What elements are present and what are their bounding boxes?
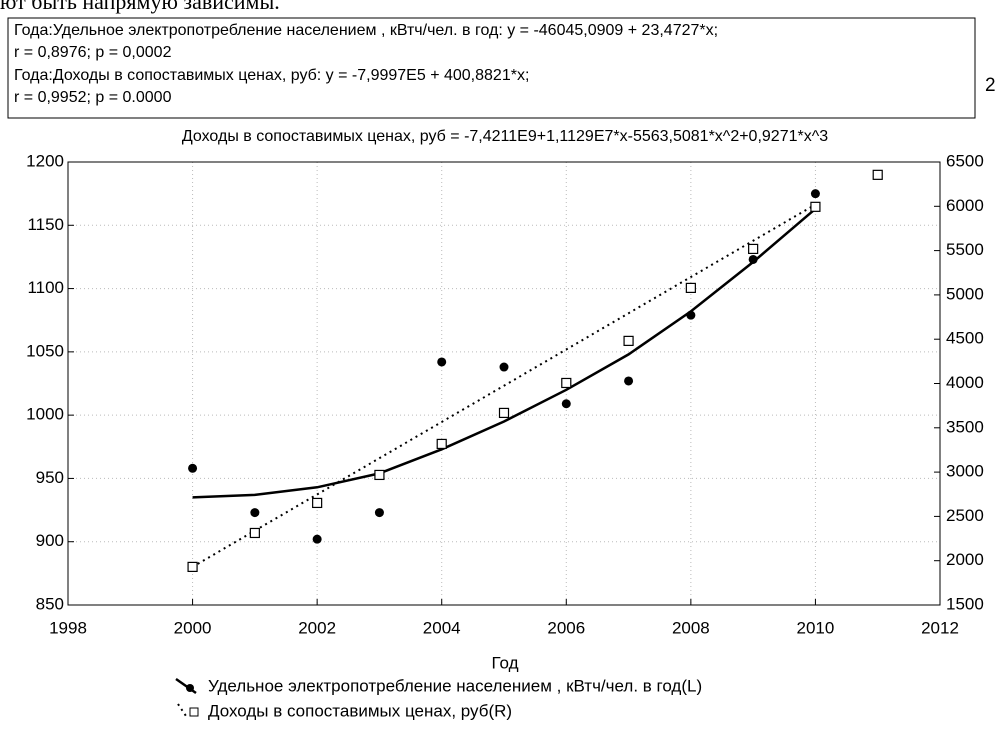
data-point bbox=[686, 310, 696, 320]
data-point bbox=[561, 377, 572, 389]
legend-symbol bbox=[189, 707, 199, 717]
page-fragment: ют быть напрямую зависимы. bbox=[0, 0, 280, 14]
chart-title: Доходы в сопоставимых ценах, руб = -7,42… bbox=[182, 128, 828, 145]
x-tick-label: 2000 bbox=[174, 618, 212, 637]
y2-tick-label: 3500 bbox=[946, 417, 984, 436]
data-point bbox=[872, 169, 883, 180]
y-tick-label: 1200 bbox=[26, 151, 64, 170]
data-point bbox=[374, 469, 385, 481]
equation-line: r = 0,8976; p = 0,0002 bbox=[14, 44, 172, 61]
y2-tick-label: 5000 bbox=[946, 284, 984, 303]
data-point bbox=[685, 282, 696, 294]
x-tick-label: 2002 bbox=[298, 618, 336, 637]
data-point bbox=[436, 438, 447, 450]
y2-tick-label: 6000 bbox=[946, 196, 984, 215]
legend-label: Доходы в сопоставимых ценах, руб(R) bbox=[208, 701, 512, 720]
y-tick-label: 1000 bbox=[26, 405, 64, 424]
fit-line bbox=[192, 207, 817, 499]
data-point bbox=[498, 407, 510, 419]
x-tick-label: 2012 bbox=[921, 618, 959, 637]
legend-symbol bbox=[186, 684, 194, 692]
x-tick-label: 2006 bbox=[547, 618, 585, 637]
y2-tick-label: 6500 bbox=[946, 151, 984, 170]
data-point bbox=[188, 463, 198, 473]
equation-line: Года:Доходы в сопоставимых ценах, руб: y… bbox=[14, 67, 529, 84]
data-point bbox=[374, 508, 384, 518]
data-point bbox=[437, 357, 447, 367]
data-point bbox=[810, 201, 821, 212]
legend-symbol bbox=[177, 703, 187, 717]
x-tick-label: 2004 bbox=[423, 618, 461, 637]
y-tick-label: 1050 bbox=[26, 341, 64, 360]
y2-tick-label: 3000 bbox=[946, 462, 984, 481]
y2-tick-label: 4500 bbox=[946, 329, 984, 348]
fit-line bbox=[192, 203, 816, 568]
data-point bbox=[748, 243, 759, 255]
data-point bbox=[561, 399, 571, 409]
data-point bbox=[250, 508, 260, 518]
equation-line: r = 0,9952; p = 0.0000 bbox=[14, 89, 172, 106]
data-point bbox=[624, 376, 634, 386]
y-tick-label: 1150 bbox=[27, 215, 64, 234]
y2-tick-label: 1500 bbox=[946, 594, 984, 613]
legend-label: Удельное электропотребление населением ,… bbox=[208, 676, 702, 695]
data-point bbox=[623, 335, 634, 346]
data-point bbox=[312, 534, 322, 544]
side-mark: 2 bbox=[985, 75, 996, 96]
data-point bbox=[249, 527, 260, 539]
y-tick-label: 1100 bbox=[27, 278, 64, 297]
y-tick-label: 850 bbox=[36, 594, 64, 613]
y-tick-label: 900 bbox=[36, 531, 64, 550]
y2-tick-label: 2500 bbox=[946, 506, 984, 525]
data-point bbox=[312, 497, 323, 509]
y2-tick-label: 4000 bbox=[946, 373, 984, 392]
x-tick-label: 2010 bbox=[797, 618, 835, 637]
plot-frame bbox=[67, 161, 941, 606]
y2-tick-label: 5500 bbox=[946, 240, 984, 259]
data-point bbox=[187, 561, 198, 573]
equation-box bbox=[7, 17, 976, 119]
x-tick-label: 2008 bbox=[672, 618, 710, 637]
data-point bbox=[748, 254, 758, 264]
data-point bbox=[810, 189, 820, 199]
data-point bbox=[499, 362, 509, 372]
x-tick-label: 1998 bbox=[49, 618, 87, 637]
y2-tick-label: 2000 bbox=[946, 550, 984, 569]
x-axis-label: Год bbox=[491, 653, 518, 672]
y-tick-label: 950 bbox=[36, 468, 64, 487]
equation-line: Года:Удельное электропотребление населен… bbox=[14, 22, 718, 39]
